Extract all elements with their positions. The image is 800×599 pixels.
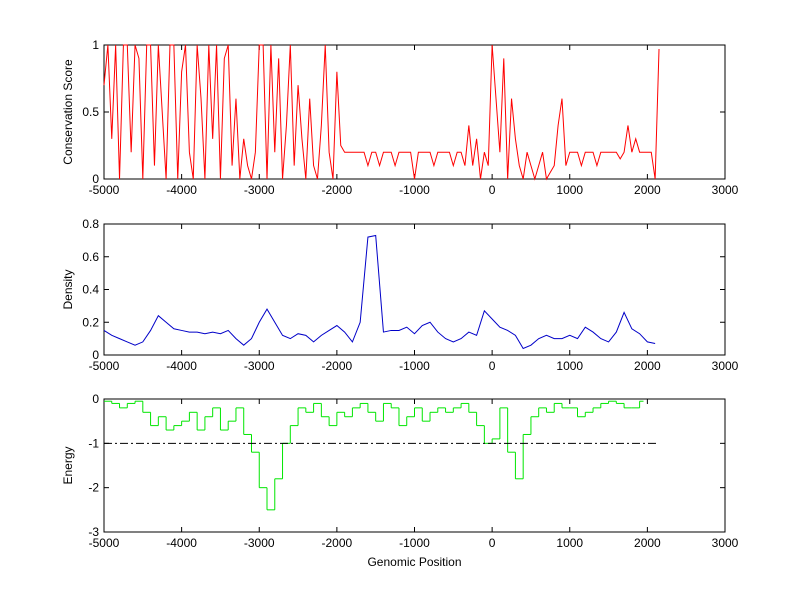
x-tick-label: 3000 [712,359,739,373]
x-tick-label: -4000 [166,359,197,373]
x-tick-label: 0 [489,536,496,550]
y-tick-label: 0.6 [82,250,99,264]
x-tick-label: -4000 [166,183,197,197]
y-tick-label: 0.5 [82,105,99,119]
y-tick-label: -1 [88,436,99,450]
y-axis-label: Density [61,269,75,309]
data-line [103,234,656,350]
y-tick-label: 0.8 [82,217,99,231]
x-tick-label: -4000 [166,536,197,550]
x-tick-label: 2000 [634,359,661,373]
x-tick-label: -3000 [244,183,275,197]
y-tick-label: -3 [88,525,99,539]
x-tick-label: -1000 [399,536,430,550]
x-tick-label: 0 [489,183,496,197]
x-tick-label: -1000 [399,183,430,197]
x-tick-label: -2000 [322,359,353,373]
x-tick-label: 1000 [556,359,583,373]
y-axis-label: Conservation Score [61,59,75,165]
x-tick-label: -5000 [89,536,120,550]
x-tick-label: 1000 [556,183,583,197]
y-tick-label: -2 [88,481,99,495]
axes-box [103,44,726,180]
x-tick-label: 0 [489,359,496,373]
y-tick-label: 0.4 [82,283,99,297]
data-line [103,44,660,181]
x-tick-label: -2000 [322,536,353,550]
y-tick-label: 1 [92,38,99,52]
y-tick-label: 0 [92,392,99,406]
x-tick-label: 2000 [634,536,661,550]
y-tick-label: 0 [92,172,99,186]
axes-box [103,398,726,533]
x-axis-label: Genomic Position [367,555,461,569]
x-tick-label: 3000 [712,183,739,197]
x-tick-label: 1000 [556,536,583,550]
y-axis-label: Energy [61,446,75,484]
axes-box [103,223,726,356]
x-tick-label: 2000 [634,183,661,197]
x-tick-label: -2000 [322,183,353,197]
x-tick-label: -1000 [399,359,430,373]
y-tick-label: 0.2 [82,315,99,329]
x-tick-label: 3000 [712,536,739,550]
x-tick-label: -5000 [89,183,120,197]
y-tick-label: 0 [92,348,99,362]
x-tick-label: -3000 [244,359,275,373]
x-tick-label: -5000 [89,359,120,373]
x-tick-label: -3000 [244,536,275,550]
